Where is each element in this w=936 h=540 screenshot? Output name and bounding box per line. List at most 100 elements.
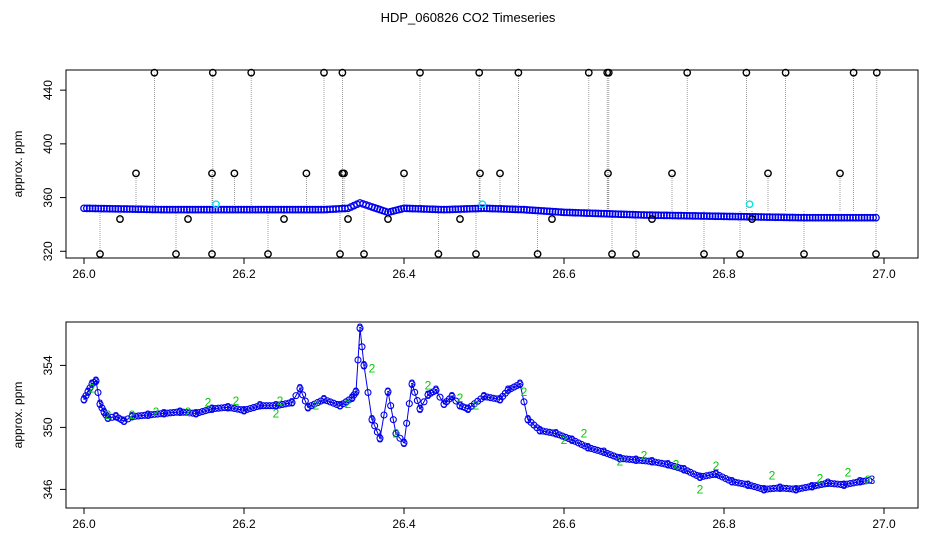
- top-baseline-point: [431, 205, 440, 214]
- bottom-series-point: [805, 483, 813, 491]
- bottom-series-3-marker: 3: [553, 427, 560, 441]
- bottom-series-point: [452, 397, 460, 405]
- top-outlier-high-point: [320, 68, 328, 77]
- bottom-series-point: [234, 405, 242, 413]
- top-baseline-point: [240, 205, 248, 214]
- bottom-series-2-marker: 2: [697, 482, 704, 496]
- bottom-series-3-marker: 3: [729, 475, 736, 489]
- top-baseline-point: [251, 205, 260, 214]
- bottom-series-3-marker: 3: [161, 406, 168, 420]
- bottom-series-3-marker: 3: [305, 400, 312, 414]
- top-baseline-point: [171, 205, 180, 214]
- bottom-plot-frame: [65, 321, 919, 509]
- bottom-series-point: [699, 472, 707, 480]
- bottom-series-point: [490, 394, 498, 402]
- top-baseline-point: [720, 212, 728, 221]
- top-baseline-point: [100, 204, 108, 213]
- top-outlier-low-point: [748, 215, 756, 223]
- bottom-series-point: [323, 397, 331, 405]
- top-baseline-point: [694, 212, 703, 220]
- top-baseline-point: [217, 205, 225, 214]
- bottom-series-point: [728, 478, 736, 486]
- bottom-series-2-marker: 2: [581, 427, 588, 441]
- top-outlier-high-point: [849, 68, 858, 77]
- top-baseline-point: [225, 205, 234, 214]
- bottom-series-2-marker: 2: [129, 408, 136, 422]
- bottom-series-point: [661, 460, 669, 468]
- bottom-series-3-marker: 3: [369, 413, 376, 427]
- top-baseline-point: [448, 205, 457, 214]
- top-baseline-point: [308, 205, 317, 214]
- top-baseline-point: [740, 212, 748, 221]
- top-baseline-point: [165, 205, 174, 214]
- top-baseline-point: [543, 207, 551, 216]
- top-outlier-high-point: [416, 68, 424, 77]
- top-baseline-point: [628, 210, 637, 219]
- top-baseline-point: [417, 205, 425, 213]
- bottom-series-2-marker: 2: [641, 448, 648, 462]
- top-outlier-low-point: [344, 215, 352, 223]
- top-baseline-point: [508, 205, 517, 214]
- top-baseline-point: [745, 212, 754, 221]
- bottom-series-3-marker: 3: [273, 399, 280, 413]
- top-baseline-point: [537, 206, 545, 215]
- bottom-series-3-marker: 3: [869, 473, 876, 487]
- bottom-series-point: [677, 464, 685, 472]
- bottom-series-2-marker: 2: [345, 397, 352, 411]
- bottom-series-point: [358, 343, 366, 351]
- top-data-marks: [80, 68, 881, 258]
- bottom-series-point: [674, 463, 682, 471]
- top-baseline-point: [788, 213, 797, 222]
- top-baseline-point: [771, 213, 780, 222]
- bottom-series-point: [486, 394, 494, 402]
- top-baseline-point: [574, 208, 583, 217]
- bottom-series-point: [814, 481, 822, 489]
- top-baseline-point: [288, 205, 297, 214]
- bottom-series-point: [301, 397, 309, 405]
- top-baseline-point: [140, 205, 148, 214]
- top-baseline-point: [414, 204, 423, 213]
- bottom-series-3-marker: 3: [793, 482, 800, 496]
- top-baseline-point: [234, 205, 243, 214]
- top-baseline-point: [111, 204, 120, 213]
- top-baseline-point: [443, 205, 451, 214]
- bottom-series-point: [516, 380, 524, 388]
- top-baseline-point: [265, 205, 274, 214]
- bottom-y-axis-label: approx. ppm: [11, 382, 25, 449]
- top-baseline-point: [248, 205, 257, 214]
- top-baseline-point: [697, 212, 705, 220]
- bottom-series-point: [539, 427, 547, 435]
- bottom-series-point: [840, 481, 848, 489]
- bottom-series-2-marker: 2: [673, 458, 680, 472]
- top-baseline-point: [520, 205, 528, 214]
- top-baseline-point: [137, 205, 145, 214]
- top-baseline-point: [614, 210, 623, 219]
- bottom-series-3-marker: 3: [841, 478, 848, 492]
- bottom-series-point: [413, 396, 421, 405]
- top-baseline-point: [420, 205, 428, 213]
- bottom-series-point: [408, 380, 416, 388]
- top-y-tick-label: 440: [41, 80, 55, 100]
- bottom-series-point: [278, 400, 286, 409]
- top-baseline-point: [103, 204, 111, 213]
- bottom-series-point: [754, 483, 762, 492]
- bottom-series-2-marker: 2: [233, 394, 240, 408]
- bottom-series-point: [600, 448, 608, 456]
- top-baseline-point: [723, 212, 731, 221]
- bottom-series-point: [792, 485, 800, 493]
- bottom-series-2-marker: 2: [393, 427, 400, 441]
- top-baseline-point: [571, 208, 580, 217]
- top-outlier-high-point: [584, 68, 593, 77]
- bottom-series-3-marker: 3: [449, 389, 456, 403]
- bottom-series-point: [587, 444, 595, 453]
- top-baseline-point: [440, 205, 448, 214]
- bottom-series-3-marker: 3: [337, 399, 344, 413]
- top-baseline-point: [557, 208, 565, 217]
- bottom-series-3-marker: 3: [89, 377, 96, 391]
- top-baseline-point: [154, 205, 163, 214]
- bottom-series-3-marker: 3: [401, 436, 408, 450]
- bottom-series-point: [368, 416, 376, 424]
- top-baseline-point: [220, 205, 228, 214]
- bottom-series-point: [299, 391, 307, 399]
